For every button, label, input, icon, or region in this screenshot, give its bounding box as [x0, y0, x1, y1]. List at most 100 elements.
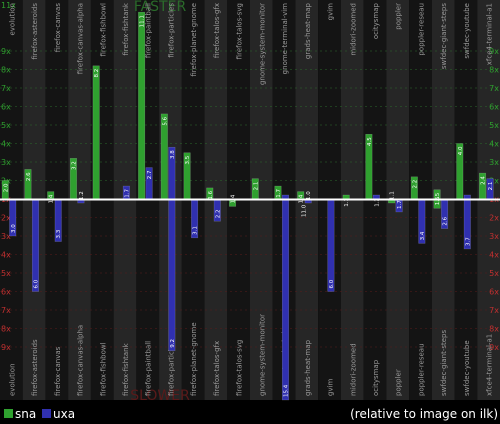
- bar-uxa-slower-firefox-asteroids: [31, 198, 39, 292]
- category-label-top-firefox-fishtank: firefox-fishtank: [122, 2, 130, 56]
- data-label-sna-poppler: 1.1: [390, 191, 396, 200]
- category-label-bottom-firefox-canvas-alpha: firefox-canvas-alpha: [77, 325, 85, 396]
- category-label-top-grads-heat-map: grads-heat-map: [304, 2, 312, 59]
- bars: 2.02.61.43.28.211.15.63.51.61.42.11.71.4…: [1, 11, 494, 401]
- category-label-bottom-firefox-talos-svg: firefox-talos-svg: [236, 340, 244, 396]
- top-tick-label-left: 6x: [1, 103, 11, 112]
- data-label-uxa-firefox-asteroids: 6.0: [33, 279, 39, 288]
- data-label-uxa-gvim: 6.0: [329, 279, 335, 288]
- data-label-sna-gnome-terminal-vim: 1.7: [276, 189, 282, 198]
- data-label-sna-firefox-paintball: 11.1: [140, 15, 146, 27]
- data-label-sna-swfdec-youtube: 4.0: [458, 146, 464, 155]
- category-label-top-swfdec-giant-steps: swfdec-giant-steps: [440, 3, 448, 69]
- category-label-top-firefox-asteroids: firefox-asteroids: [31, 3, 39, 60]
- category-label-bottom-firefox-canvas: firefox-canvas: [54, 346, 62, 396]
- data-label-sna-poppler-reseau: 2.2: [412, 180, 418, 189]
- data-label-sna-xfce4-terminal-a1: 2.4: [481, 176, 487, 185]
- legend-swatch-sna: [4, 409, 13, 418]
- category-label-bottom-evolution: evolution: [8, 363, 16, 396]
- category-label-top-gnome-terminal-vim: gnome-terminal-vim: [281, 3, 289, 74]
- category-label-top-firefox-particles: firefox-particles: [167, 3, 175, 58]
- data-label-sna-firefox-canvas-alpha: 3.2: [71, 161, 77, 170]
- category-label-bottom-firefox-paintball: firefox-paintball: [145, 341, 153, 396]
- data-label-uxa-grads-heat-map: 1.0: [306, 191, 312, 200]
- bottom-tick-label-left: 2x: [1, 214, 11, 223]
- bar-uxa-slower-firefox-particles: [168, 198, 176, 351]
- data-label-sna-firefox-particles: 5.6: [162, 116, 168, 125]
- category-label-bottom-firefox-fishtank: firefox-fishtank: [122, 342, 130, 396]
- category-label-bottom-ocitysmap: ocitysmap: [372, 359, 380, 396]
- top-tick-label-left: 9x: [1, 47, 11, 56]
- axis-ticks: 1x1x2x2x2x2x3x3x3x3x4x4x4x4x5x5x5x5x6x6x…: [1, 1, 499, 352]
- top-tick-label-right: 3x: [489, 158, 499, 167]
- data-label-uxa-ocitysmap: 1.2: [374, 198, 380, 207]
- top-panel-label: FASTER: [134, 0, 187, 15]
- top-tick-label-right: 2x: [489, 177, 499, 186]
- category-label-bottom-poppler: poppler: [395, 369, 403, 396]
- legend-note: (relative to image on ilk): [350, 407, 498, 421]
- data-label-uxa-firefox-particles: 9.2: [170, 339, 176, 348]
- category-label-bottom-firefox-particles: firefox-particles: [167, 341, 175, 396]
- data-label-sna-evolution: 2.0: [3, 183, 9, 192]
- top-tick-label-right: 9x: [489, 47, 499, 56]
- bottom-tick-label-left: 6x: [1, 288, 11, 297]
- category-label-bottom-firefox-talos-gfx: firefox-talos-gfx: [213, 341, 221, 396]
- category-label-top-firefox-talos-svg: firefox-talos-svg: [236, 3, 244, 59]
- top-tick-label-left: 4x: [1, 140, 11, 149]
- data-label-sna-swfdec-giant-steps: 1.5: [435, 192, 441, 201]
- category-label-bottom-swfdec-giant-steps: swfdec-giant-steps: [440, 330, 448, 396]
- bottom-tick-label-right: 9x: [489, 343, 499, 352]
- category-label-bottom-firefox-asteroids: firefox-asteroids: [31, 339, 39, 396]
- data-label-sna-firefox-fishbowl: 8.2: [94, 69, 100, 78]
- legend-swatch-uxa: [42, 409, 51, 418]
- data-label-uxa-xfce4-terminal-a1: 2.1: [488, 182, 494, 191]
- data-label-uxa-firefox-paintball: 2.7: [147, 170, 153, 179]
- category-label-bottom-firefox-fishbowl: firefox-fishbowl: [99, 342, 107, 396]
- category-label-top-firefox-planet-gnome: firefox-planet-gnome: [190, 3, 198, 77]
- legend-label-sna: sna: [15, 407, 37, 421]
- bottom-tick-label-left: 8x: [1, 325, 11, 334]
- data-label-uxa-evolution: 3.0: [11, 224, 17, 233]
- data-label-sna-midori-zoomed: 1.1: [344, 198, 350, 207]
- legend-label-uxa: uxa: [53, 407, 76, 421]
- bottom-tick-label-left: 5x: [1, 269, 11, 278]
- category-label-bottom-swfdec-youtube: swfdec-youtube: [463, 340, 471, 396]
- bottom-tick-label-right: 3x: [489, 232, 499, 241]
- data-label-uxa-firefox-talos-gfx: 2.2: [215, 209, 221, 218]
- category-label-top-xfce4-terminal-a1: xfce4-terminal-a1: [486, 3, 494, 65]
- bottom-tick-label-left: 3x: [1, 232, 11, 241]
- data-label-uxa-firefox-fishtank: 1.7: [124, 189, 130, 198]
- data-label-sna-firefox-asteroids: 2.6: [26, 172, 32, 181]
- top-tick-label-right: 5x: [489, 121, 499, 130]
- category-label-bottom-gvim: gvim: [327, 378, 335, 396]
- data-label-uxa-swfdec-giant-steps: 2.6: [443, 216, 449, 225]
- bottom-tick-label-right: 4x: [489, 251, 499, 260]
- category-label-bottom-gnome-system-monitor: gnome-system-monitor: [258, 314, 266, 396]
- category-label-top-poppler: poppler: [395, 3, 403, 30]
- bottom-tick-label-right: 7x: [489, 306, 499, 315]
- top-tick-label-left: 8x: [1, 66, 11, 75]
- data-label-sna-gnome-system-monitor: 2.1: [253, 182, 259, 191]
- bottom-tick-label-left: 7x: [1, 306, 11, 315]
- bottom-tick-label-right: 5x: [489, 269, 499, 278]
- chart: FASTER SLOWER 1x1x2x2x2x2x3x3x3x3x4x4x4x…: [0, 0, 500, 404]
- category-labels: evolution evolution firefox-asteroids firef…: [8, 2, 493, 396]
- data-label-uxa-swfdec-youtube: 3.7: [465, 237, 471, 246]
- top-tick-label-left: 5x: [1, 121, 11, 130]
- category-label-top-firefox-talos-gfx: firefox-talos-gfx: [213, 3, 221, 58]
- data-label-uxa-firefox-canvas: 3.3: [56, 229, 62, 238]
- top-tick-label-right: 4x: [489, 140, 499, 149]
- data-label-uxa-poppler: 1.7: [397, 200, 403, 209]
- category-label-bottom-grads-heat-map: grads-heat-map: [304, 339, 312, 396]
- category-label-top-ocitysmap: ocitysmap: [372, 2, 380, 39]
- top-tick-label-right: 7x: [489, 84, 499, 93]
- bottom-tick-label-right: 2x: [489, 214, 499, 223]
- data-label-uxa-firefox-particles: 3.8: [170, 150, 176, 159]
- category-label-top-poppler-reseau: poppler-reseau: [417, 3, 425, 56]
- bottom-panel-label: SLOWER: [130, 388, 190, 404]
- data-label-uxa-firefox-planet-gnome: 3.1: [193, 226, 199, 235]
- legend: sna uxa (relative to image on ilk): [0, 405, 500, 424]
- bar-sna-faster-firefox-particles: [160, 113, 168, 200]
- top-max-tick-label: 11x: [1, 1, 16, 10]
- bottom-tick-label-right: 6x: [489, 288, 499, 297]
